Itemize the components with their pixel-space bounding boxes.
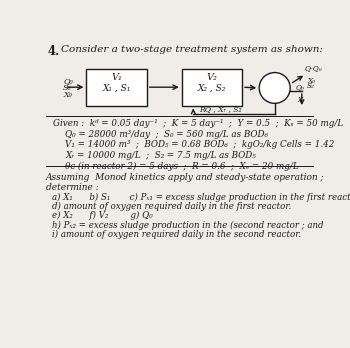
- Text: S₂: S₂: [307, 82, 315, 90]
- Text: determine :: determine :: [46, 183, 99, 192]
- Text: V₂: V₂: [206, 73, 217, 81]
- Bar: [86, 69, 147, 106]
- Text: X₀: X₀: [307, 77, 315, 85]
- Text: a) X₁      b) S₁       c) Pₓ₁ = excess sludge production in the first reactor: a) X₁ b) S₁ c) Pₓ₁ = excess sludge produ…: [51, 193, 350, 202]
- Text: Q₀ = 28000 m³/day  ;  S₀ = 560 mg/L as BOD₆: Q₀ = 28000 m³/day ; S₀ = 560 mg/L as BOD…: [65, 129, 268, 139]
- Bar: [182, 69, 242, 106]
- Text: i) amount of oxygen required daily in the second reactor.: i) amount of oxygen required daily in th…: [51, 230, 301, 239]
- Text: Xᵣ: Xᵣ: [297, 96, 305, 104]
- Text: Given :  kᵈ = 0.05 day⁻¹  ;  K = 5 day⁻¹  ;  Y = 0.5  ;  Kₛ = 50 mg/L: Given : kᵈ = 0.05 day⁻¹ ; K = 5 day⁻¹ ; …: [53, 119, 343, 128]
- Text: 4.: 4.: [48, 45, 60, 58]
- Text: X₀: X₀: [63, 91, 72, 99]
- Text: Q₀: Q₀: [63, 77, 73, 85]
- Circle shape: [259, 73, 290, 103]
- Text: e) X₂      f) V₂        g) Q₀: e) X₂ f) V₂ g) Q₀: [51, 211, 152, 220]
- Text: Consider a two-stage treatment system as shown:: Consider a two-stage treatment system as…: [61, 45, 323, 54]
- Text: V₁: V₁: [111, 73, 122, 81]
- Text: X₁ , S₁: X₁ , S₁: [103, 84, 131, 93]
- Text: X₂ , S₂: X₂ , S₂: [198, 84, 226, 93]
- Text: h) Pₓ₂ = excess sludge production in the (second reactor ; and: h) Pₓ₂ = excess sludge production in the…: [51, 220, 323, 230]
- Text: d) amount of oxygen required daily in the first reactor.: d) amount of oxygen required daily in th…: [51, 202, 291, 211]
- Text: Q-Q₀: Q-Q₀: [304, 65, 322, 73]
- Text: Assuming  Monod kinetics apply and steady-state operation ;: Assuming Monod kinetics apply and steady…: [46, 173, 324, 182]
- Text: Q₀: Q₀: [296, 83, 304, 91]
- Text: S₀: S₀: [63, 84, 72, 92]
- Text: V₁ = 14000 m³  ;  BOD₅ = 0.68 BOD₆  ;  kgO₂/kg Cells = 1.42: V₁ = 14000 m³ ; BOD₅ = 0.68 BOD₆ ; kgO₂/…: [65, 140, 335, 149]
- Text: RQ , Xᵣ , S₂: RQ , Xᵣ , S₂: [199, 105, 242, 113]
- Text: θᴄ (in reactor 2) = 5 days  ;  R = 0.6  ;  Xₑ = 20 mg/L: θᴄ (in reactor 2) = 5 days ; R = 0.6 ; X…: [65, 162, 299, 171]
- Text: Xᵣ = 10000 mg/L  ;  S₂ = 7.5 mg/L as BOD₅: Xᵣ = 10000 mg/L ; S₂ = 7.5 mg/L as BOD₅: [65, 151, 256, 160]
